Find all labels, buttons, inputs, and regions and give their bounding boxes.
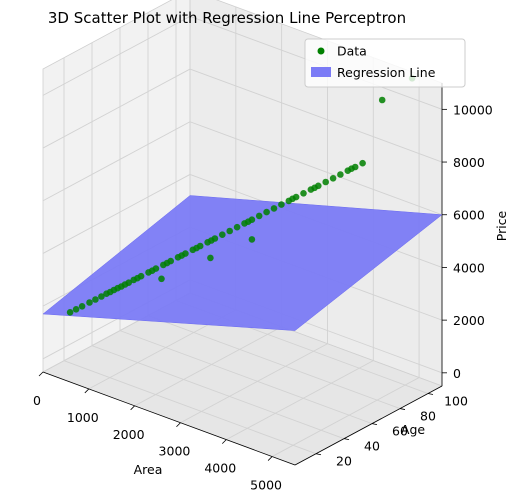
chart-title: 3D Scatter Plot with Regression Line Per… (48, 9, 406, 27)
x-axis-line (42, 371, 296, 466)
data-point (66, 309, 74, 316)
grid-line-y-floor (147, 315, 401, 409)
data-point (233, 223, 241, 231)
grid-line-z-left (42, 15, 191, 96)
data-point (378, 96, 386, 104)
y-axis-line (294, 385, 443, 466)
data-point (226, 227, 233, 235)
x-tick (38, 371, 44, 377)
grid-line-x-floor (271, 377, 420, 457)
x-axis-label: Area (134, 462, 163, 477)
grid-line-z-right (189, 121, 443, 216)
y-tick-label: 60 (392, 424, 408, 439)
z-tick-label: 6000 (453, 208, 485, 223)
x-tick (221, 439, 227, 444)
grid-lines (42, 0, 443, 466)
z-tick-label: 10000 (453, 102, 493, 117)
grid-line-x-floor (180, 343, 328, 424)
grid-line-z-left (42, 174, 191, 254)
y-tick (371, 423, 378, 426)
x-tick-label: 1000 (67, 410, 99, 425)
data-point (72, 306, 80, 313)
x-tick-label: 4000 (204, 461, 236, 476)
data-point (248, 236, 256, 243)
data-point (351, 163, 359, 171)
y-tick-label: 40 (364, 439, 380, 454)
data-point (98, 293, 105, 300)
grid-line-y-floor (91, 345, 345, 440)
data-point (219, 231, 226, 238)
legend-box (304, 38, 466, 88)
y-axis-label: Age (401, 422, 425, 437)
grid-line-y-floor (63, 360, 317, 455)
data-point (337, 171, 344, 178)
y-tick (399, 408, 406, 410)
data-point (270, 205, 278, 212)
x-tick (267, 456, 273, 461)
grid-line-z-right (189, 68, 443, 163)
z-tick-label: 2000 (453, 313, 485, 328)
data-point (255, 212, 263, 220)
data-point (263, 208, 270, 216)
x-tick-label: 2000 (113, 427, 145, 442)
z-tick-label: 8000 (453, 155, 485, 170)
axis-ticks: 0100020003000400050002040608010002000400… (33, 102, 493, 492)
data-point (125, 279, 132, 287)
grid-line-x-floor (226, 360, 374, 441)
data-point (300, 190, 307, 197)
data-point (92, 296, 99, 303)
legend-label-regression: Regression Line (337, 65, 436, 80)
z-tick-label: 4000 (453, 260, 485, 275)
data-point (315, 182, 322, 190)
data-point (211, 235, 219, 242)
x-tick-label: 3000 (159, 444, 191, 459)
x-tick-label: 5000 (250, 478, 282, 493)
data-point (278, 201, 285, 208)
y-tick (343, 438, 350, 441)
data-points (66, 75, 416, 316)
x-tick (130, 405, 135, 411)
data-point (292, 193, 300, 201)
z-axis-label: Price (494, 210, 508, 241)
y-tick (427, 393, 434, 395)
grid-line-x-floor (134, 326, 282, 407)
x-tick (176, 422, 181, 428)
y-tick-label: 80 (420, 409, 436, 424)
data-point (86, 299, 93, 306)
legend-marker-data (317, 47, 325, 55)
data-point (207, 254, 214, 262)
legend: Data Regression Line (304, 38, 466, 88)
data-point (78, 303, 86, 310)
data-point (322, 178, 330, 186)
axis-labels: Area Age Price (134, 210, 508, 477)
legend-patch-regression (311, 67, 331, 77)
data-point (182, 250, 189, 257)
grid-line-y-floor (119, 330, 373, 425)
y-tick-label: 20 (336, 454, 352, 469)
data-point (137, 272, 145, 280)
grid-line-z-left (42, 121, 191, 202)
data-point (196, 242, 204, 250)
data-point (248, 216, 256, 223)
x-tick (84, 388, 90, 394)
y-tick-label: 100 (444, 394, 468, 409)
data-point (359, 159, 366, 167)
data-point (167, 257, 174, 265)
legend-label-data: Data (337, 44, 367, 59)
y-tick (315, 453, 322, 456)
z-tick-label: 0 (453, 366, 461, 381)
data-point (329, 175, 337, 182)
data-point (158, 275, 165, 283)
grid-line-z-left (42, 68, 191, 149)
x-tick-label: 0 (33, 393, 41, 408)
data-point (152, 265, 160, 272)
